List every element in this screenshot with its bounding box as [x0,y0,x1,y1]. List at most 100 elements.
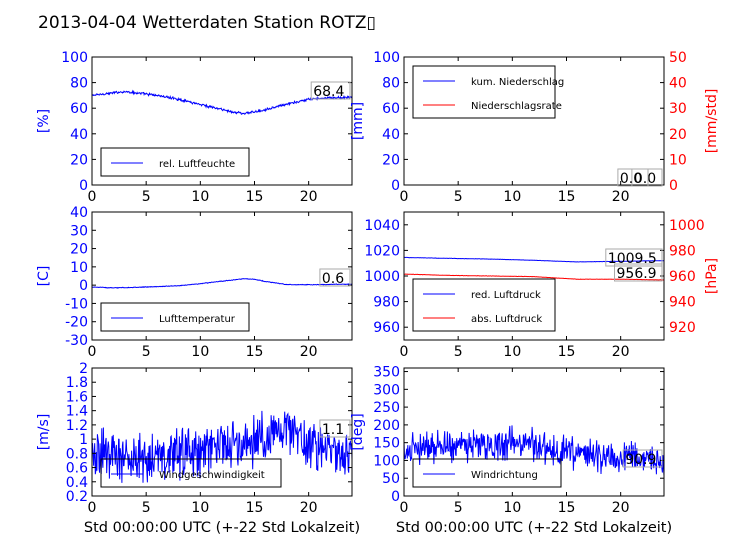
value-label: 0.0 [634,171,656,187]
x-tick-label: 20 [300,500,318,516]
chart-precipitation: 0 5 10 15 20 0 20 40 60 80 100 0 10 20 30 40 50 [mm] [mm/s… [350,50,720,205]
legend-label: kum. Niederschlag [471,77,564,88]
y-axis-label-right: [mm/std] [704,89,720,154]
x-tick-label: 10 [503,344,521,360]
chart-temperature: 0 5 10 15 20 -30 -20 -10 0 10 20 30 40 [C] Lufttempera… [36,205,353,360]
y-axis-label-right: [hPa] [704,258,720,294]
legend-precipitation: kum. Niederschlag Niederschlagsrate [412,65,564,119]
series-line-humidity-0 [92,89,352,115]
chart-humidity: 0 5 10 15 20 0 20 40 60 80 100 [%] rel. Luftfeuchte 6… [36,50,353,205]
plot-frame-temperature [91,211,353,341]
y-tick-label-right: 980 [669,243,696,259]
x-tick-label: 15 [558,344,576,360]
y-tick-label: 250 [373,400,400,416]
value-label-right: 0.0 [620,171,642,187]
y-tick-label: 40 [70,127,88,143]
legend-label: rel. Luftfeuchte [159,159,235,170]
value-label-box [605,248,663,267]
y-tick-label: 300 [373,382,400,398]
value-label-box [319,419,351,438]
x-tick-label: 5 [454,500,463,516]
y-tick-label: 50 [382,471,400,487]
x-tick-label: 10 [503,500,521,516]
legend-label: abs. Luftdruck [471,314,542,325]
legend-temperature: Lufttemperatur [100,302,250,332]
legend-label: Lufttemperatur [159,314,236,325]
y-tick-label: 200 [373,418,400,434]
y-tick-label: 2 [79,361,88,377]
y-tick-label: 40 [382,127,400,143]
y-tick-label-right: 920 [669,320,696,336]
y-tick-label: 0 [391,178,400,194]
x-tick-label: 0 [88,189,97,205]
y-axis-label: [m/s] [36,414,52,451]
value-label: 1009.5 [608,251,657,267]
y-tick-label: 0 [391,489,400,505]
y-tick-label-right: 50 [669,50,687,66]
legend-box [100,302,250,332]
y-tick-label: 1.8 [66,375,88,391]
x-tick-label: 0 [88,344,97,360]
y-tick-label: 40 [70,205,88,221]
value-label-box [617,168,649,187]
y-tick-label: 0 [79,278,88,294]
x-tick-label: 5 [454,189,463,205]
x-tick-label: 15 [246,344,264,360]
y-tick-label: 1 [79,432,88,448]
y-tick-label: 20 [70,242,88,258]
legend-box [412,458,562,488]
y-axis-label: [C] [36,266,52,287]
y-tick-label: 0.6 [66,461,88,477]
series-line-winddirection-0 [404,425,664,476]
plot-frame-humidity [91,56,353,186]
y-tick-label-right: 960 [669,269,696,285]
y-tick-label: 100 [373,50,400,66]
legend-box [412,65,556,119]
x-axis-label: Std 00:00:00 UTC (+-22 Std Lokalzeit) [396,520,672,536]
y-tick-label-right: 40 [669,76,687,92]
value-label-box [614,263,663,282]
value-label: 956.9 [617,266,657,282]
x-tick-label: 0 [400,344,409,360]
value-label: 90.9 [625,452,656,468]
x-tick-label: 10 [191,189,209,205]
value-label-box [310,81,351,100]
x-tick-label: 5 [454,344,463,360]
plot-frame-winddirection [403,367,665,497]
y-tick-label: 0.2 [66,489,88,505]
y-tick-label: 980 [373,295,400,311]
legend-label: red. Luftdruck [471,290,541,301]
y-tick-label: 1040 [364,218,400,234]
value-label: 0.6 [322,271,344,287]
y-tick-label: 0 [79,178,88,194]
y-tick-label-right: 940 [669,295,696,311]
y-tick-label-right: 1000 [669,218,705,234]
figure-title: 2013-04-04 Wetterdaten Station ROTZ▯ [38,13,376,33]
y-tick-label: 1.2 [66,418,88,434]
legend-pressure: red. Luftdruck abs. Luftdruck [412,278,556,332]
legend-box [412,278,556,332]
x-tick-label: 5 [142,500,151,516]
y-tick-label: -10 [65,296,88,312]
value-label-box [319,268,351,287]
x-tick-label: 5 [142,189,151,205]
y-tick-label: 1000 [364,269,400,285]
x-tick-label: 0 [400,500,409,516]
y-tick-label: 80 [382,76,400,92]
series-line-windspeed-0 [92,410,352,483]
chart-windspeed: 0 5 10 15 20 0.20.40.60.811.21.41.61.82 [m/s] S… [36,361,360,536]
legend-label: Windgeschwindigkeit [159,470,265,481]
x-tick-label: 0 [400,189,409,205]
y-axis-label: [mm] [350,102,366,140]
value-label: 68.4 [313,84,344,100]
y-tick-label-right: 10 [669,152,687,168]
y-tick-label: 150 [373,436,400,452]
x-tick-label: 15 [558,500,576,516]
x-tick-label: 20 [612,344,630,360]
series-line-pressure-0 [404,256,664,263]
x-tick-label: 5 [142,344,151,360]
y-axis-label: [deg] [350,413,366,450]
y-tick-label: 30 [70,223,88,239]
